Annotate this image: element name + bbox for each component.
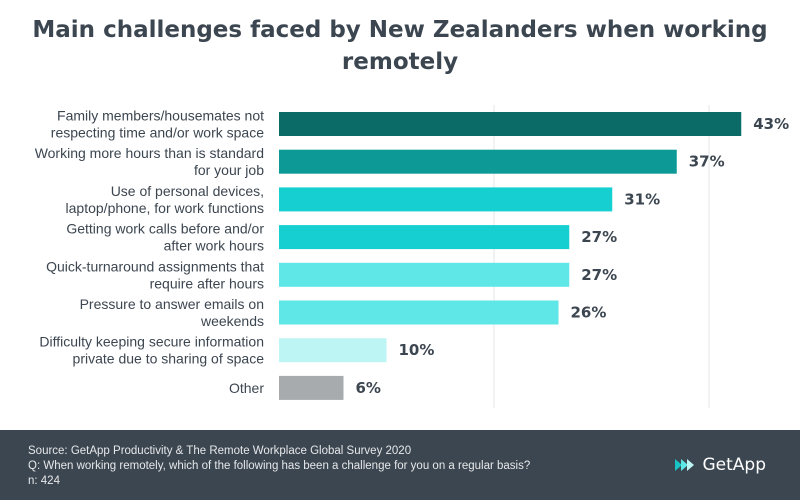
category-label: Family members/housemates not xyxy=(57,108,264,124)
category-label: Quick-turnaround assignments that xyxy=(46,258,264,274)
bar-chart: 43% Family members/housemates notrespecti… xyxy=(35,105,789,408)
chart-title: Main challenges faced by New Zealanders … xyxy=(32,17,768,75)
value-label: 43% xyxy=(753,115,789,133)
getapp-icon xyxy=(675,459,695,471)
question-note: Q: When working remotely, which of the f… xyxy=(28,460,531,472)
category-label: Use of personal devices, xyxy=(111,183,264,199)
category-label: Difficulty keeping secure information xyxy=(39,334,264,350)
value-label: 27% xyxy=(581,228,617,246)
bar xyxy=(279,112,742,136)
bar xyxy=(279,338,387,363)
category-label: weekends xyxy=(200,313,264,329)
value-label: 37% xyxy=(689,153,725,171)
category-label: Working more hours than is standard xyxy=(35,145,264,161)
value-label: 6% xyxy=(356,379,381,397)
category-label: after work hours xyxy=(164,238,264,254)
category-label: Pressure to answer emails on xyxy=(80,296,264,312)
category-label: require after hours xyxy=(150,275,264,291)
category-label: Getting work calls before and/or xyxy=(66,221,264,237)
value-label: 27% xyxy=(581,266,617,284)
sample-size: n: 424 xyxy=(28,475,60,487)
category-label: private due to sharing of space xyxy=(73,351,265,367)
bar xyxy=(279,187,613,212)
value-label: 26% xyxy=(571,304,607,322)
bar xyxy=(279,225,570,250)
value-label: 10% xyxy=(399,341,435,359)
bar xyxy=(279,375,344,400)
bar xyxy=(279,149,677,174)
bar xyxy=(279,300,559,325)
brand-logo: GetApp xyxy=(673,455,766,475)
category-label: for your job xyxy=(194,162,264,178)
category-label: laptop/phone, for work functions xyxy=(66,200,264,216)
value-label: 31% xyxy=(624,190,660,208)
source-note: Source: GetApp Productivity & The Remote… xyxy=(28,445,412,457)
category-label: respecting time and/or work space xyxy=(51,125,264,141)
bar xyxy=(279,262,570,287)
brand-name: GetApp xyxy=(702,455,766,475)
category-label: Other xyxy=(229,380,264,396)
footer: Source: GetApp Productivity & The Remote… xyxy=(0,430,800,500)
